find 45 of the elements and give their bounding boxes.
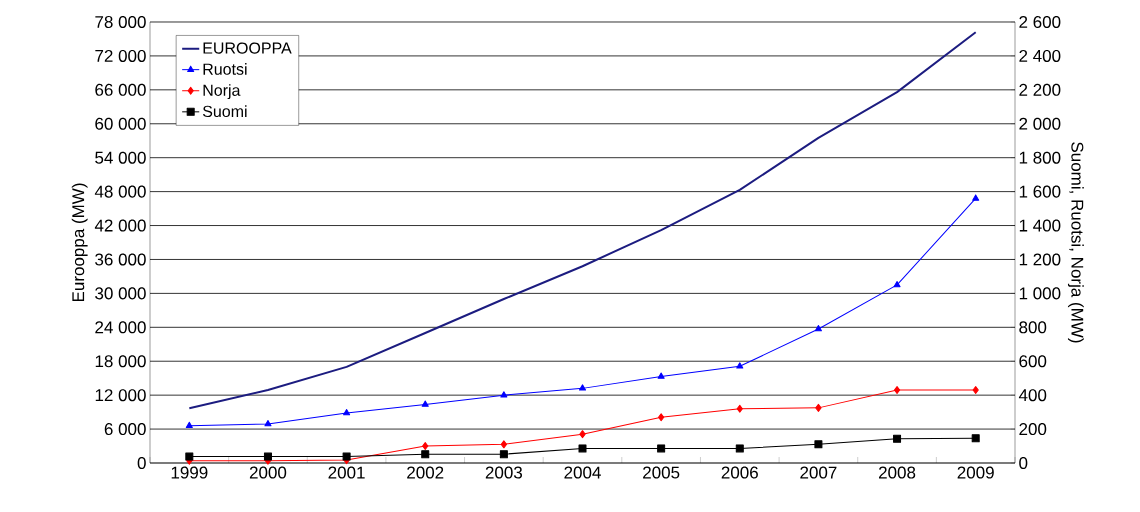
y2-tick-label: 800 xyxy=(1019,321,1047,334)
y2-axis-title: Suomi, Ruotsi, Norja (MW) xyxy=(1067,142,1084,343)
x-tick-label: 2000 xyxy=(249,466,287,479)
y-tick-label: 24 000 xyxy=(95,321,146,334)
legend-label: Suomi xyxy=(202,105,247,118)
x-tick-label: 2003 xyxy=(485,466,523,479)
y-tick-label: 72 000 xyxy=(95,49,146,62)
y-tick-label: 30 000 xyxy=(95,287,146,300)
y2-tick-label: 1 600 xyxy=(1019,185,1061,198)
x-tick-label: 2004 xyxy=(564,466,601,479)
y-tick-label: 60 000 xyxy=(95,117,146,130)
x-tick-label: 2007 xyxy=(800,466,837,479)
legend-label: Norja xyxy=(203,84,241,100)
x-tick-label: 2001 xyxy=(328,466,365,479)
y2-tick-label: 2 200 xyxy=(1019,83,1061,96)
y-tick-label: 12 000 xyxy=(95,389,146,402)
y-tick-label: 54 000 xyxy=(95,151,146,164)
y2-tick-label: 1 400 xyxy=(1019,219,1061,232)
x-tick-label: 2002 xyxy=(407,466,444,479)
y2-tick-label: 2 000 xyxy=(1019,117,1061,130)
legend-label: Ruotsi xyxy=(203,63,247,75)
y-tick-label: 6 000 xyxy=(104,423,146,436)
y-tick-label: 18 000 xyxy=(95,355,146,368)
y2-tick-label: 400 xyxy=(1018,389,1047,402)
y-tick-label: 0 xyxy=(137,456,146,470)
legend-label: EUROOPPA xyxy=(203,42,292,54)
y-tick-label: 48 000 xyxy=(94,185,146,198)
y-tick-label: 36 000 xyxy=(95,253,146,266)
x-tick-label: 1999 xyxy=(171,466,208,479)
y-axis-title: Eurooppa (MW) xyxy=(71,183,88,302)
y-tick-label: 78 000 xyxy=(95,15,146,29)
x-tick-label: 2009 xyxy=(957,466,994,479)
y2-tick-label: 2 400 xyxy=(1019,49,1061,62)
x-tick-label: 2005 xyxy=(643,466,680,479)
y2-tick-label: 1 800 xyxy=(1019,151,1061,164)
y2-tick-label: 1 000 xyxy=(1019,287,1061,300)
y2-tick-label: 200 xyxy=(1019,423,1047,436)
y2-tick-label: 1 200 xyxy=(1019,253,1061,266)
x-tick-label: 2008 xyxy=(879,466,916,479)
y-tick-label: 66 000 xyxy=(95,83,146,96)
y2-tick-label: 600 xyxy=(1019,355,1047,368)
y2-tick-label: 0 xyxy=(1019,456,1028,470)
x-tick-label: 2006 xyxy=(721,466,758,479)
y-tick-label: 42 000 xyxy=(94,219,146,232)
y2-tick-label: 2 600 xyxy=(1019,15,1061,29)
